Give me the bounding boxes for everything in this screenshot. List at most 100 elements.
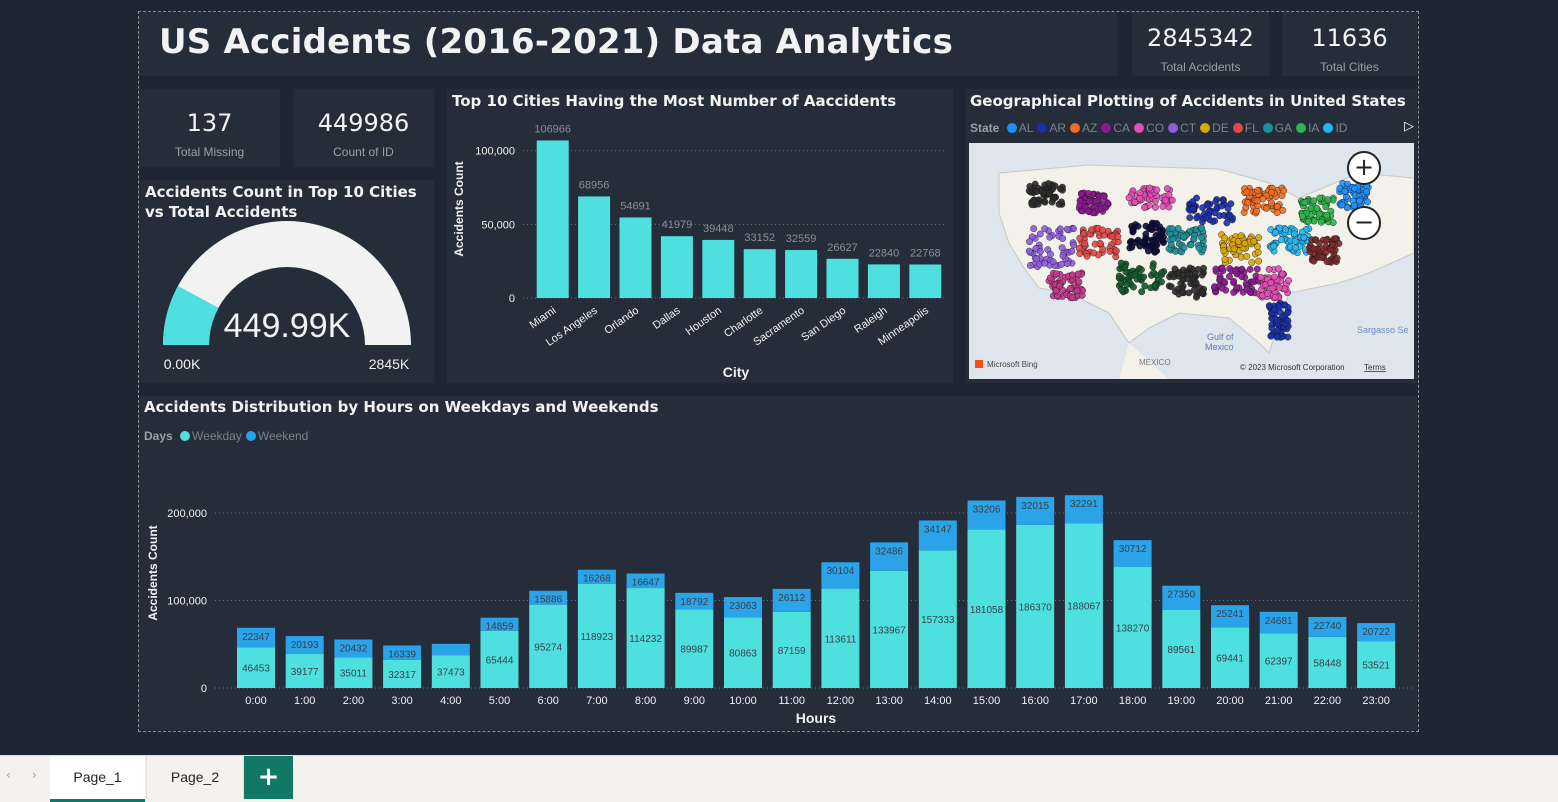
accident-point (1115, 272, 1123, 280)
total-cities-card[interactable]: 11636 Total Cities (1282, 12, 1417, 76)
map-legend-item[interactable]: DE (1212, 121, 1229, 135)
accident-point (1033, 255, 1041, 263)
accident-point (1168, 225, 1176, 232)
accident-point (1267, 332, 1275, 340)
weekend-bar (431, 643, 470, 656)
accident-point (1290, 230, 1298, 238)
weekend-bar (383, 645, 422, 660)
weekend-bar (724, 597, 762, 618)
count-of-id-card[interactable]: 449986 Count of ID (293, 89, 434, 167)
accident-point (1332, 235, 1340, 243)
map-legend-item[interactable]: FL (1244, 121, 1259, 135)
weekday-bar (675, 609, 714, 688)
accident-point (1167, 241, 1175, 249)
weekend-data-label: 20722 (1362, 627, 1390, 638)
terms-link[interactable]: Terms (1364, 363, 1386, 372)
accident-point (1142, 230, 1150, 238)
gauge-visual[interactable]: Accidents Count in Top 10 Cities vs Tota… (139, 180, 434, 383)
zoom-in-button[interactable]: + (1347, 151, 1381, 185)
accident-point (1341, 187, 1349, 195)
total-accidents-card[interactable]: 2845342 Total Accidents (1132, 12, 1269, 76)
accident-point (1254, 243, 1261, 250)
weekend-data-label: 18792 (680, 597, 708, 608)
top-cities-visual[interactable]: Top 10 Cities Having the Most Number of … (447, 89, 953, 383)
legend-next-icon[interactable]: ▷ (1404, 119, 1414, 134)
accident-point (1066, 285, 1074, 292)
weekday-data-label: 188067 (1067, 602, 1101, 613)
prev-page-icon[interactable]: ‹ (6, 768, 11, 782)
weekend-data-label: 26112 (778, 593, 806, 604)
top-cities-x-axis-label: City (723, 364, 750, 380)
weekend-bar (870, 542, 909, 571)
top-cities-data-label: 32559 (786, 233, 817, 245)
hours-x-tick: 16:00 (1021, 695, 1049, 707)
map-legend-item[interactable]: CO (1146, 121, 1165, 135)
accident-point (1130, 283, 1137, 291)
accident-point (1218, 202, 1226, 210)
accident-point (1125, 194, 1133, 202)
accident-point (1230, 277, 1238, 285)
weekend-bar (1162, 585, 1201, 610)
total-missing-card[interactable]: 137 Total Missing (139, 89, 280, 167)
weekend-data-label: 33206 (973, 505, 1001, 516)
weekend-bar (626, 573, 665, 589)
map-legend-item[interactable]: GA (1274, 121, 1293, 135)
weekday-data-label: 181058 (970, 605, 1004, 616)
weekday-data-label: 62397 (1265, 657, 1293, 668)
legend-dot-icon (1006, 123, 1017, 133)
accident-point (1153, 186, 1161, 194)
hours-visual[interactable]: Accidents Distribution by Hours on Weekd… (139, 396, 1417, 730)
mexico-landmass (1119, 343, 1169, 379)
accident-point (1201, 210, 1208, 218)
weekend-bar (480, 617, 519, 631)
accident-point (1199, 204, 1206, 212)
weekday-data-label: 69441 (1216, 654, 1244, 665)
top-cities-data-label: 41979 (662, 219, 693, 231)
weekday-bar (334, 657, 373, 688)
weekday-bar (285, 653, 324, 688)
accident-point (1041, 225, 1049, 233)
map-title: Geographical Plotting of Accidents in Un… (970, 92, 1406, 110)
accident-point (1073, 287, 1081, 295)
tab-page-2[interactable]: Page_2 (146, 756, 244, 799)
weekend-data-label: 34147 (924, 524, 952, 535)
weekday-bar (1113, 567, 1152, 688)
hours-legend-item[interactable]: Weekend (257, 429, 309, 443)
weekday-data-label: 133967 (872, 625, 906, 636)
page-tab-bar: ‹ › Page_1 Page_2 + (0, 755, 1558, 802)
map-legend-item[interactable]: AR (1049, 121, 1067, 135)
map-canvas[interactable]: Gulf of Mexico MEXICO Sargasso Se Microso… (969, 143, 1414, 379)
next-page-icon[interactable]: › (32, 768, 37, 782)
zoom-out-button[interactable]: − (1347, 206, 1381, 240)
weekend-bar (529, 590, 568, 605)
map-legend-item[interactable]: CT (1180, 121, 1197, 135)
weekday-data-label: 65444 (486, 655, 514, 666)
map-legend-item[interactable]: ID (1335, 121, 1348, 135)
map-legend-item[interactable]: CA (1113, 121, 1131, 135)
weekday-data-label: 89561 (1167, 645, 1195, 656)
top-cities-data-label: 33152 (744, 232, 775, 244)
accident-point (1026, 262, 1034, 269)
accident-point (1299, 212, 1306, 220)
map-legend-item[interactable]: IA (1308, 121, 1320, 135)
map-legend-item[interactable]: AL (1018, 121, 1034, 135)
accident-point (1141, 204, 1149, 211)
accident-point (1211, 283, 1219, 291)
add-page-button[interactable]: + (244, 756, 293, 799)
accident-point (1226, 211, 1234, 219)
hours-legend-item[interactable]: Weekday (192, 429, 242, 443)
map-legend-item[interactable]: AZ (1082, 121, 1098, 135)
hours-x-tick: 14:00 (924, 695, 952, 707)
tab-page-1[interactable]: Page_1 (50, 756, 145, 802)
accident-point (1117, 280, 1125, 287)
accident-point (1220, 196, 1227, 204)
accident-point (1123, 281, 1131, 288)
accident-point (1026, 238, 1033, 246)
weekday-bar (480, 630, 519, 688)
weekday-data-label: 138270 (1116, 624, 1150, 635)
accident-point (1058, 198, 1065, 206)
accident-point (1076, 250, 1084, 258)
top-cities-data-label: 68956 (579, 179, 610, 191)
accident-point (1151, 281, 1159, 289)
hours-x-tick: 1:00 (294, 695, 315, 707)
